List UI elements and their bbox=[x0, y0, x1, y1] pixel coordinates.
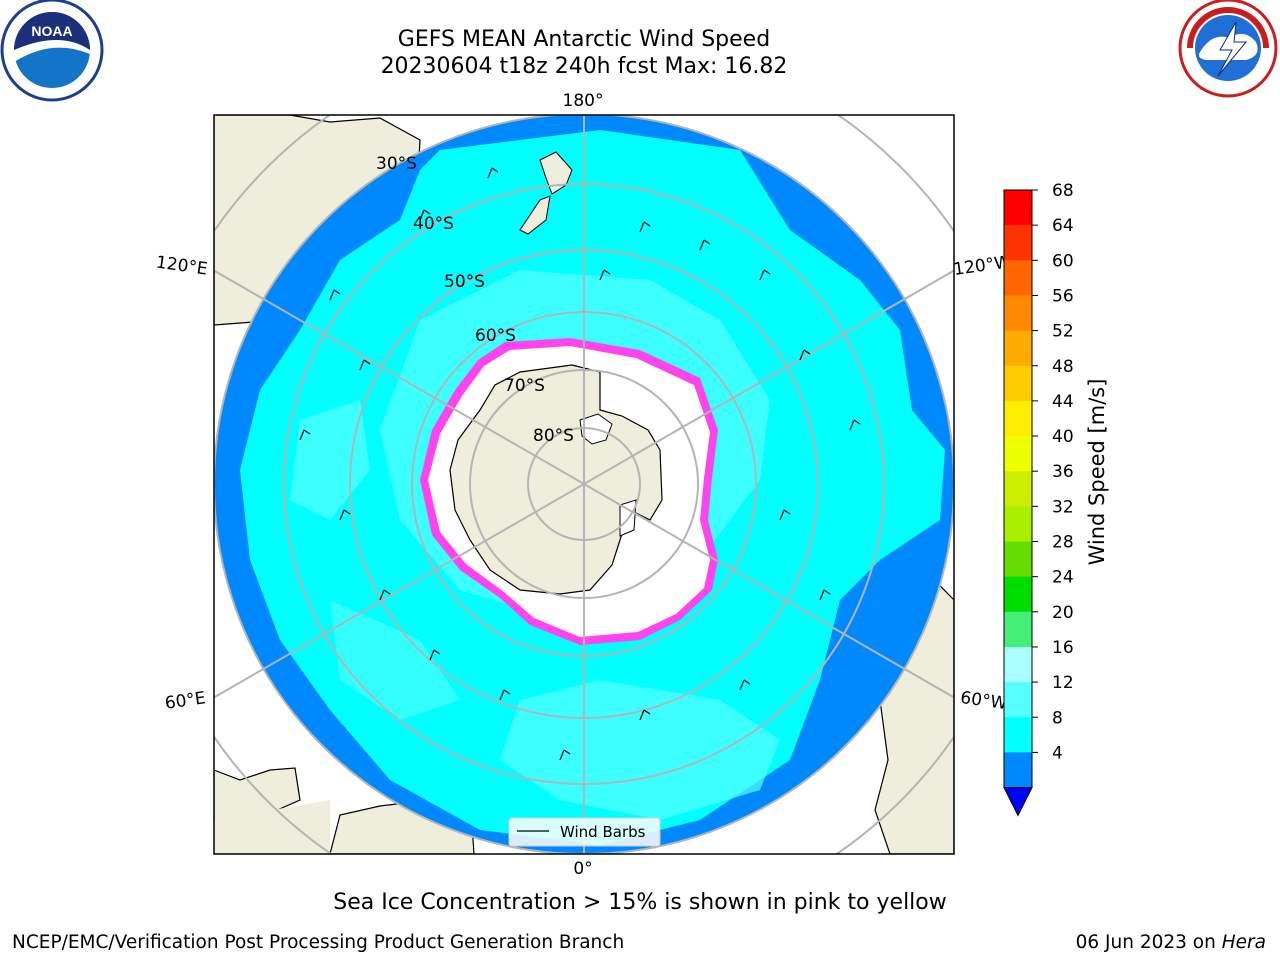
colorbar-tick-label: 40 bbox=[1052, 427, 1074, 447]
noaa-logo: NOAA bbox=[0, 0, 104, 102]
colorbar: 68 64 60 56 52 48 44 40 36 32 28 24 20 16 12 8 4 bbox=[1003, 181, 1074, 817]
colorbar-extend-arrow bbox=[1003, 787, 1033, 817]
colorbar-segment bbox=[1004, 682, 1032, 718]
graticule bbox=[214, 115, 954, 854]
nws-logo bbox=[1178, 0, 1278, 98]
colorbar-segment bbox=[1004, 506, 1032, 542]
colorbar-tick-label: 60 bbox=[1052, 251, 1074, 271]
colorbar-segment bbox=[1004, 541, 1032, 578]
colorbar-tick-label: 24 bbox=[1052, 568, 1074, 588]
colorbar-segment bbox=[1004, 752, 1032, 789]
colorbar-segment bbox=[1004, 611, 1032, 648]
colorbar-segment bbox=[1004, 365, 1032, 402]
footer-date-text: 06 Jun 2023 on bbox=[1075, 932, 1222, 953]
lat-label-40: 40°S bbox=[413, 214, 454, 234]
colorbar-tick-label: 56 bbox=[1052, 286, 1074, 306]
lon-label-lower-right: 60°W bbox=[959, 688, 1008, 714]
lat-label-30: 30°S bbox=[376, 154, 417, 174]
colorbar-tick-label: 44 bbox=[1052, 392, 1074, 412]
colorbar-tick-label: 28 bbox=[1052, 533, 1074, 553]
colorbar-segment bbox=[1004, 330, 1032, 367]
colorbar-tick-label: 52 bbox=[1052, 322, 1074, 342]
lat-label-80: 80°S bbox=[533, 426, 574, 446]
colorbar-label: Wind Speed [m/s] bbox=[1085, 378, 1109, 566]
colorbar-segment bbox=[1004, 260, 1032, 296]
colorbar-tick-label: 8 bbox=[1052, 708, 1063, 728]
lon-label-upper-right: 120°W bbox=[952, 252, 1012, 280]
wind-barbs bbox=[299, 167, 861, 761]
footer-branch: NCEP/EMC/Verification Post Processing Pr… bbox=[12, 932, 625, 953]
colorbar-segment bbox=[1004, 190, 1032, 226]
map-frame bbox=[213, 114, 955, 855]
colorbar-segment bbox=[1004, 471, 1032, 507]
colorbar-tick-label: 20 bbox=[1052, 603, 1074, 623]
colorbar-tick-label: 68 bbox=[1052, 181, 1074, 201]
colorbar-tick-label: 36 bbox=[1052, 462, 1074, 482]
noaa-logo-text: NOAA bbox=[31, 23, 72, 39]
colorbar-tick-label: 16 bbox=[1052, 638, 1074, 658]
colorbar-outline bbox=[1003, 189, 1033, 789]
sea-ice-caption: Sea Ice Concentration > 15% is shown in … bbox=[333, 890, 947, 915]
wind-barbs-legend: Wind Barbs bbox=[508, 817, 661, 847]
lat-labels: 30°S 40°S 50°S 60°S 70°S 80°S bbox=[376, 154, 574, 446]
lat-label-60: 60°S bbox=[475, 326, 516, 346]
colorbar-segment bbox=[1004, 646, 1032, 683]
colorbar-tick-label: 48 bbox=[1052, 357, 1074, 377]
chart-title: GEFS MEAN Antarctic Wind Speed bbox=[397, 27, 771, 52]
colorbar-tick-label: 4 bbox=[1052, 743, 1063, 763]
colorbar-segment bbox=[1004, 436, 1032, 472]
lon-label-upper-left: 120°E bbox=[155, 253, 209, 280]
lon-label-lower-left: 60°E bbox=[164, 688, 207, 713]
chart-subtitle: 20230604 t18z 240h fcst Max: 16.82 bbox=[380, 54, 788, 79]
colorbar-segment bbox=[1004, 295, 1032, 332]
colorbar-segment bbox=[1004, 717, 1032, 753]
lat-label-50: 50°S bbox=[444, 272, 485, 292]
footer-host: Hera bbox=[1221, 932, 1266, 953]
colorbar-segment bbox=[1004, 400, 1032, 437]
legend-label: Wind Barbs bbox=[560, 823, 646, 841]
colorbar-tick-label: 32 bbox=[1052, 497, 1074, 517]
colorbar-tick-label: 64 bbox=[1052, 216, 1074, 236]
colorbar-segment bbox=[1004, 576, 1032, 613]
footer-date: 06 Jun 2023 on Hera bbox=[1076, 932, 1266, 953]
colorbar-tick-label: 12 bbox=[1052, 673, 1074, 693]
colorbar-segment bbox=[1004, 225, 1032, 261]
lon-label-top: 180° bbox=[563, 91, 604, 111]
lon-label-bottom: 0° bbox=[573, 859, 592, 879]
lat-label-70: 70°S bbox=[504, 376, 545, 396]
